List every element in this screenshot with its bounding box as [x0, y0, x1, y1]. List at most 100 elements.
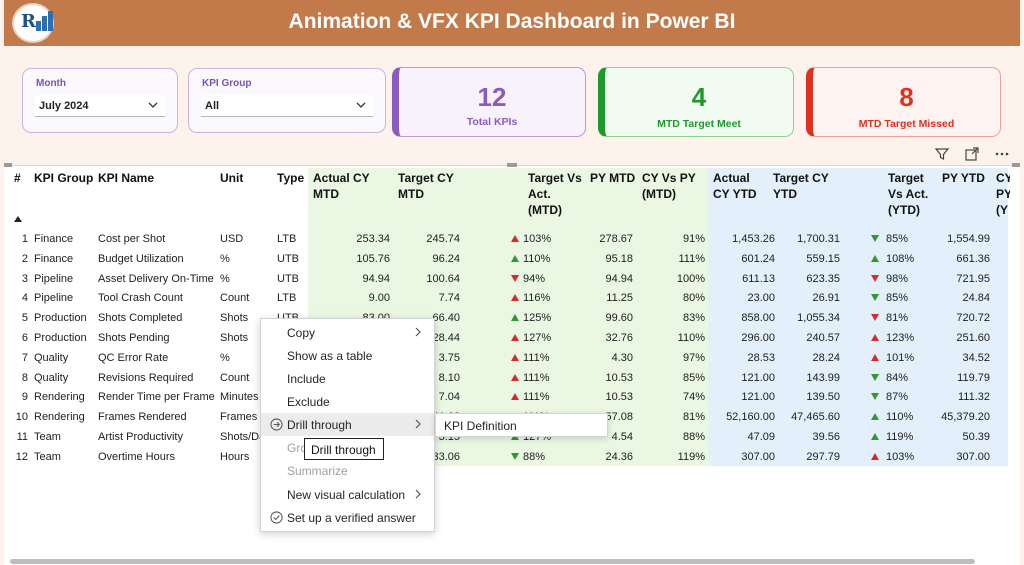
menu-item-new-visual-calculation[interactable]: New visual calculation — [261, 483, 434, 506]
header-kpi-group[interactable]: KPI Group — [34, 171, 94, 185]
cell-tgt: 33.06 — [432, 450, 460, 463]
cell-py-y: 1,554.99 — [947, 233, 990, 245]
page-title: Animation & VFX KPI Dashboard in Power B… — [288, 10, 736, 33]
filter-icon[interactable] — [934, 146, 950, 162]
header-unit[interactable]: Unit — [220, 171, 244, 185]
horizontal-scrollbar[interactable] — [10, 559, 975, 564]
cell-group: Team — [34, 450, 61, 463]
ytd-column-band — [708, 168, 1008, 466]
cell-py-y: 307.00 — [956, 450, 990, 463]
header-num[interactable]: # — [14, 171, 21, 185]
resize-handle-top-left[interactable] — [4, 163, 12, 167]
cell-name: QC Error Rate — [98, 351, 169, 364]
kpi-group-dropdown[interactable]: All — [201, 95, 373, 117]
arrow-up-icon — [511, 254, 519, 262]
menu-item-copy[interactable]: Copy — [261, 321, 434, 344]
menu-item-exclude[interactable]: Exclude — [261, 390, 434, 413]
resize-handle-top[interactable] — [507, 163, 517, 167]
mtd-target-meet-label: MTD Target Meet — [657, 118, 741, 130]
menu-item-verified-answer[interactable]: Set up a verified answer — [261, 506, 434, 529]
header-target-cy-mtd[interactable]: Target CY MTD — [398, 170, 454, 202]
context-menu: Copy Show as a table Include Exclude Dri… — [260, 318, 435, 532]
cell-tgt: 3.75 — [438, 351, 460, 364]
cell-tva: 125% — [523, 312, 552, 325]
drill-through-icon — [270, 418, 283, 431]
header-target-vs-act-ytd[interactable]: Target Vs Act. (YTD) — [888, 170, 928, 218]
header-py-ytd[interactable]: PY YTD — [942, 170, 985, 186]
cell-n: 11 — [16, 431, 28, 443]
focus-mode-icon[interactable] — [964, 146, 980, 162]
arrow-up-icon — [871, 353, 879, 361]
menu-item-show-as-table[interactable]: Show as a table — [261, 344, 434, 367]
header-line: Target Vs — [528, 171, 582, 185]
header-line: YTD — [773, 187, 797, 201]
header-py-mtd[interactable]: PY MTD — [590, 170, 635, 186]
cell-name: Artist Productivity — [98, 431, 183, 443]
more-options-icon[interactable] — [994, 146, 1010, 162]
menu-item-drill-through[interactable]: Drill through — [261, 413, 434, 436]
table-row[interactable]: 2 Finance Budget Utilization% UTB 105.76 96.2… — [10, 249, 1010, 269]
arrow-up-icon — [511, 314, 519, 322]
table-row[interactable]: 3 Pipeline Asset Delivery On-Time% UTB 94.94… — [10, 269, 1010, 289]
resize-handle-top-right[interactable] — [1012, 163, 1020, 167]
mtd-target-meet-value: 4 — [691, 82, 707, 112]
cell-act-y: 307.00 — [741, 450, 775, 463]
menu-item-include[interactable]: Include — [261, 367, 434, 390]
table-row[interactable]: 1 Finance Cost per Shot USD LTB 253.34 245.74 1… — [10, 229, 1010, 249]
cell-py-y: 720.72 — [956, 312, 990, 325]
cell-group: Production — [34, 312, 87, 325]
cell-tgt-y: 143.99 — [806, 371, 840, 384]
menu-item-label: Set up a verified answer — [287, 511, 416, 525]
arrow-down-icon — [871, 274, 879, 282]
cell-unit: Count — [220, 371, 250, 384]
header-line: Target — [888, 171, 924, 185]
arrow-up-icon — [871, 334, 879, 341]
menu-item-label: Include — [287, 372, 326, 386]
header-line: Target CY — [773, 171, 829, 185]
cell-cvp: 100% — [676, 272, 705, 285]
header-kpi-name[interactable]: KPI Name — [98, 171, 155, 185]
header-actual-cy-ytd[interactable]: Actual CY YTD — [713, 170, 757, 202]
mtd-target-missed-label: MTD Target Missed — [858, 118, 955, 130]
header-type[interactable]: Type — [277, 171, 305, 185]
cell-py-y: 34.52 — [962, 351, 990, 364]
table-row[interactable]: 4 Pipeline Tool Crash Count Count LTB 9.00 7.7… — [10, 288, 1010, 308]
kpi-group-dropdown-value: All — [205, 100, 220, 112]
header-cy-vs-py-mtd[interactable]: CY Vs PY (MTD) — [642, 170, 696, 202]
cell-tgt-y: 559.15 — [806, 252, 840, 265]
chevron-down-icon — [356, 102, 366, 108]
header-line: PY MTD — [590, 171, 636, 185]
cell-tgt-y: 297.79 — [806, 450, 840, 463]
arrow-up-icon — [511, 294, 519, 302]
sort-ascending-icon[interactable] — [14, 216, 22, 222]
cell-group: Pipeline — [34, 292, 74, 305]
cell-group: Quality — [34, 351, 69, 364]
cell-tva-y: 108% — [886, 252, 915, 265]
cell-py: 95.18 — [605, 252, 633, 265]
header-target-cy-ytd[interactable]: Target CY YTD — [773, 170, 829, 202]
header-target-vs-act-mtd[interactable]: Target Vs Act. (MTD) — [528, 170, 582, 218]
cell-tva: 110% — [523, 252, 551, 265]
cell-py: 4.54 — [611, 431, 633, 443]
cell-n: 4 — [21, 292, 28, 305]
cell-py: 99.60 — [605, 312, 633, 325]
header-cy-vs-py-ytd[interactable]: CY PY (Y — [996, 170, 1010, 218]
cell-cvp: 83% — [682, 312, 705, 325]
cell-cvp: 110% — [677, 332, 705, 344]
cell-unit: Minutes — [220, 391, 259, 404]
month-dropdown[interactable]: July 2024 — [35, 95, 165, 117]
checkmark-circle-icon — [270, 511, 283, 524]
cell-n: 1 — [21, 233, 28, 245]
header-actual-cy-mtd[interactable]: Actual CY MTD — [313, 170, 370, 202]
cell-n: 2 — [21, 252, 28, 265]
visual-header-icons — [934, 145, 1010, 163]
submenu-kpi-definition[interactable]: KPI Definition — [435, 413, 608, 437]
cell-tva-y: 81% — [886, 312, 909, 325]
